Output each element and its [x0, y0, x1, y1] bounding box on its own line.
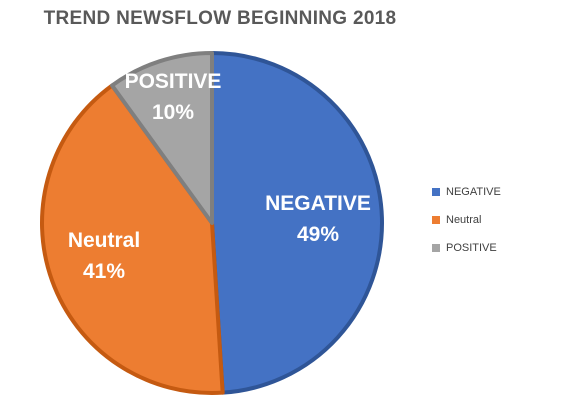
slice-label-value-positive: 10%: [152, 101, 194, 124]
slice-label-value-neutral: 41%: [83, 260, 125, 283]
legend-swatch-neutral: [432, 216, 440, 224]
legend-label-negative: NEGATIVE: [446, 186, 501, 198]
legend-swatch-positive: [432, 244, 440, 252]
legend-item-positive: POSITIVE: [432, 240, 501, 256]
legend-swatch-negative: [432, 188, 440, 196]
legend-item-negative: NEGATIVE: [432, 184, 501, 200]
slice-label-name-positive: POSITIVE: [125, 70, 222, 93]
pie-slice-positive: [110, 51, 214, 225]
legend-item-neutral: Neutral: [432, 212, 501, 228]
slice-label-name-negative: NEGATIVE: [265, 192, 371, 215]
pie-slices: [40, 51, 385, 395]
chart-title: TREND NEWSFLOW BEGINNING 2018: [43, 8, 397, 29]
legend-label-neutral: Neutral: [446, 214, 482, 226]
slice-label-name-neutral: Neutral: [68, 229, 140, 252]
legend-label-positive: POSITIVE: [446, 242, 497, 254]
pie-labels: NEGATIVE 49% Neutral 41% POSITIVE 10%: [68, 70, 371, 283]
pie-slice-neutral: [40, 83, 225, 395]
chart-legend: NEGATIVE Neutral POSITIVE: [432, 184, 501, 268]
pie-slice-negative: [210, 51, 385, 395]
slice-label-value-negative: 49%: [297, 223, 339, 246]
